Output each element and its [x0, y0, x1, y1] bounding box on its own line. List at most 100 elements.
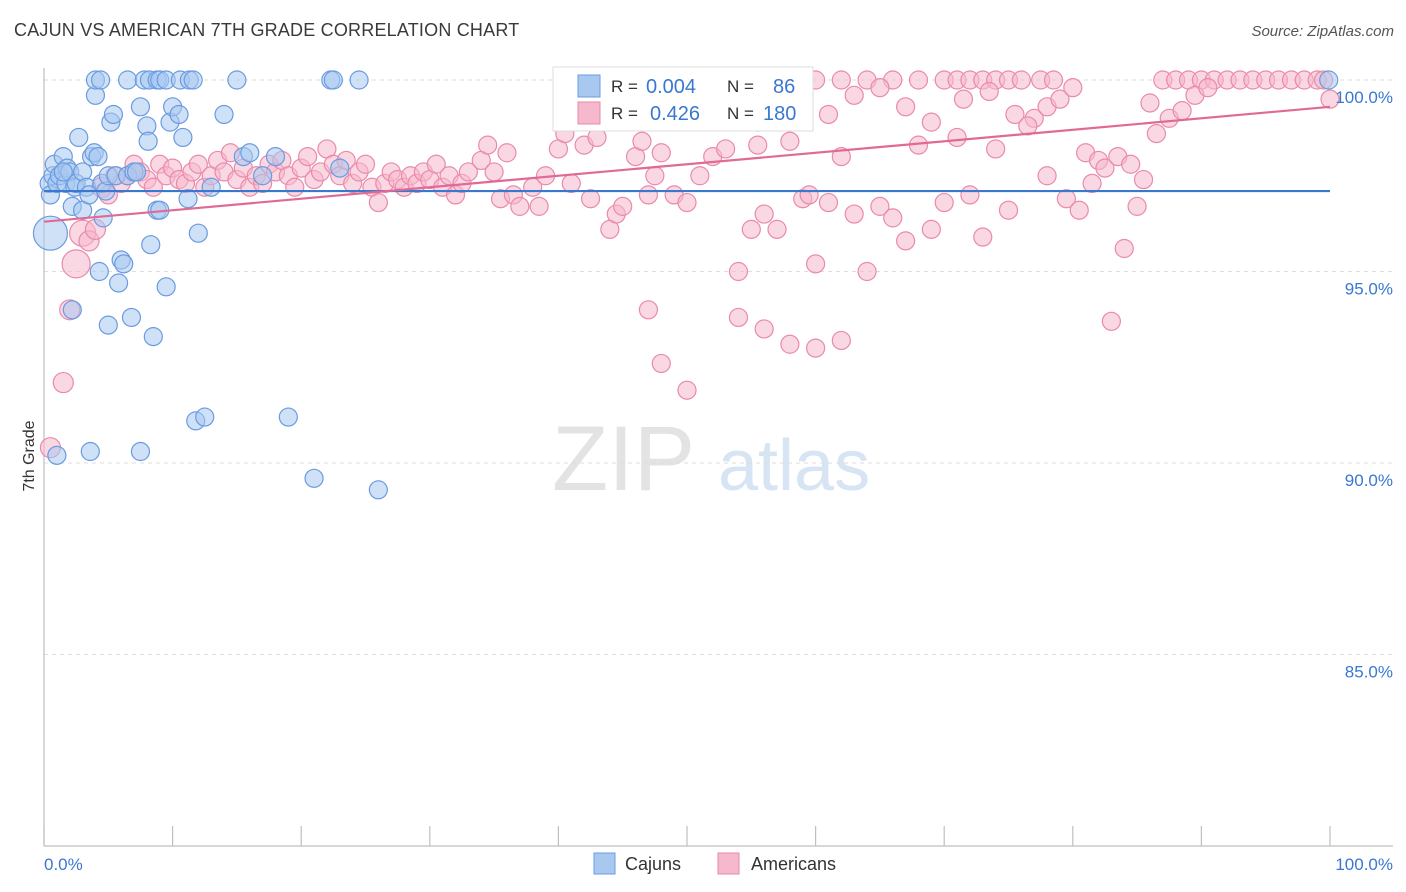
cajuns-point — [32, 215, 69, 251]
americans-point — [715, 139, 736, 159]
americans-point — [741, 219, 761, 239]
cajuns-n-label: N = — [727, 77, 754, 96]
cajuns-point — [103, 104, 124, 125]
cajuns-point — [62, 300, 82, 320]
americans-point — [754, 319, 774, 339]
americans-point — [1050, 89, 1070, 109]
y-tick-label: 100.0% — [1335, 88, 1393, 107]
americans-point — [355, 154, 376, 174]
cajuns-r-label: R = — [611, 77, 638, 96]
americans-point — [728, 261, 749, 282]
americans-point — [748, 135, 768, 155]
cajuns-point — [89, 261, 109, 282]
y-tick-label: 95.0% — [1345, 280, 1393, 299]
americans-point — [857, 261, 877, 282]
americans-point — [831, 147, 851, 167]
cajuns-point — [80, 441, 100, 462]
americans-point — [632, 131, 652, 151]
cajuns-point — [323, 70, 343, 90]
x-tick-label-min: 0.0% — [44, 855, 83, 874]
americans-point — [818, 104, 839, 125]
cajuns-point — [138, 131, 158, 151]
cajuns-point — [47, 445, 67, 465]
cajuns-point — [240, 143, 260, 163]
legend-swatch-cajuns — [593, 852, 616, 875]
americans-point — [998, 200, 1019, 220]
americans-point — [1018, 116, 1038, 136]
cajuns-point — [141, 235, 161, 255]
cajuns-point — [53, 162, 73, 182]
americans-point — [780, 131, 800, 151]
americans-point — [638, 300, 659, 320]
americans-point — [1146, 124, 1166, 144]
x-tick-label-max: 100.0% — [1335, 855, 1393, 874]
americans-point — [677, 192, 697, 213]
cajuns-point — [227, 70, 247, 90]
americans-point — [1320, 89, 1340, 109]
cajuns-point — [368, 480, 388, 500]
americans-point — [52, 371, 74, 394]
americans-point — [638, 185, 659, 205]
americans-point — [728, 307, 749, 328]
cajuns-point — [114, 254, 134, 274]
americans-point — [818, 192, 839, 213]
y-tick-labels: 100.0% 95.0% 90.0% 85.0% — [1335, 88, 1393, 682]
cajuns-point — [201, 177, 221, 197]
americans-point — [478, 135, 498, 155]
americans-point — [896, 231, 916, 251]
americans-point — [1172, 101, 1192, 121]
americans-point — [510, 196, 530, 216]
americans-point — [529, 196, 549, 216]
y-tick-label: 85.0% — [1345, 663, 1393, 682]
americans-point — [1133, 169, 1154, 190]
americans-point — [368, 192, 388, 213]
americans-point — [973, 227, 993, 247]
americans-point — [651, 353, 671, 374]
americans-point — [844, 85, 864, 105]
americans-point — [61, 249, 91, 279]
americans-r-value: 0.426 — [650, 103, 700, 125]
cajuns-point — [349, 70, 369, 90]
cajuns-point — [69, 127, 89, 148]
cajuns-point — [253, 166, 273, 186]
americans-point — [580, 189, 601, 209]
americans-point — [1043, 70, 1064, 90]
americans-point — [1005, 104, 1025, 125]
americans-point — [799, 185, 819, 205]
americans-point — [1140, 93, 1160, 113]
americans-point — [780, 334, 800, 354]
cajuns-point — [304, 468, 324, 488]
watermark-zip: ZIP — [552, 408, 695, 510]
americans-point — [754, 204, 774, 224]
americans-point — [947, 127, 967, 148]
cajuns-n-value: 86 — [773, 76, 795, 98]
americans-point — [1056, 189, 1076, 209]
americans-point — [1121, 154, 1141, 174]
americans-point — [1101, 311, 1121, 331]
americans-point — [677, 380, 697, 400]
americans-point — [497, 143, 517, 163]
source-label: Source: ZipAtlas.com — [1251, 23, 1394, 40]
americans-point — [651, 143, 671, 163]
americans-n-value: 180 — [763, 103, 796, 125]
cajuns-point — [126, 162, 147, 182]
americans-point — [986, 139, 1006, 159]
cajuns-point — [130, 441, 151, 462]
americans-point — [953, 89, 974, 109]
americans-point — [1095, 158, 1115, 178]
trend-lines — [43, 105, 1331, 223]
americans-point — [1011, 70, 1031, 90]
cajuns-point — [169, 104, 189, 125]
americans-point — [805, 338, 826, 358]
americans-point — [979, 81, 999, 102]
americans-point — [690, 166, 710, 186]
americans-r-label: R = — [611, 104, 638, 123]
americans-point — [921, 219, 941, 239]
americans-point — [1063, 78, 1083, 98]
cajuns-point — [188, 223, 208, 243]
cajuns-r-value: 0.004 — [646, 76, 696, 98]
cajuns-point — [278, 407, 298, 427]
americans-point — [561, 173, 581, 194]
cajuns-point — [173, 127, 193, 148]
x-ticks — [43, 826, 1331, 846]
